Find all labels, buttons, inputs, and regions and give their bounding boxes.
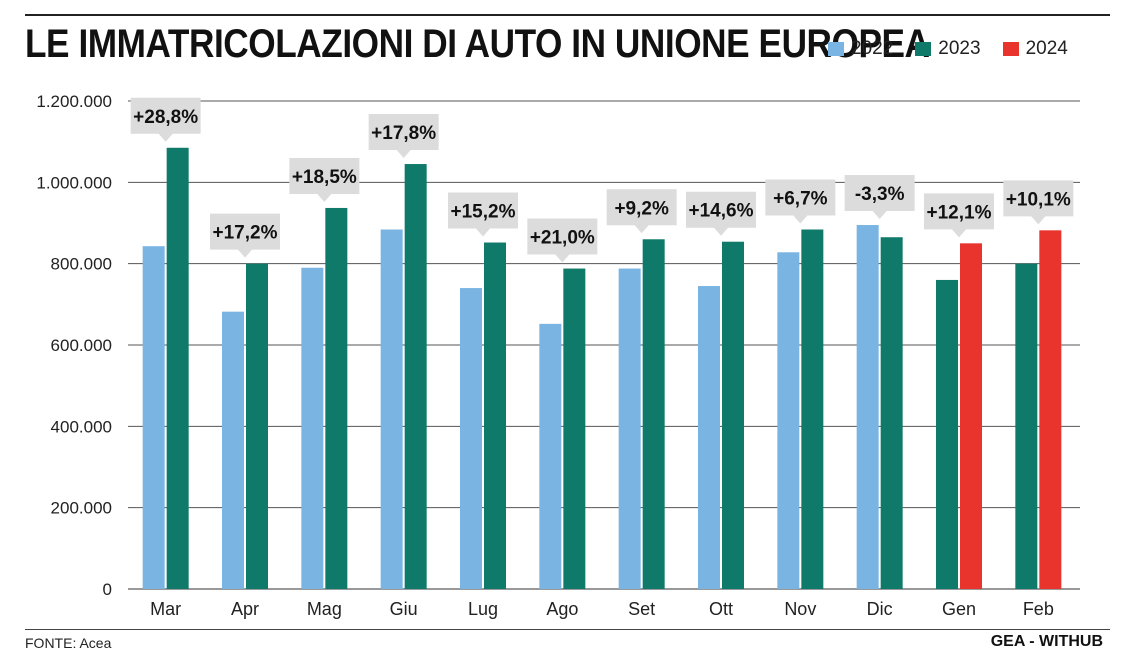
x-tick-label: Feb	[1023, 599, 1054, 619]
annotation-label: -3,3%	[855, 184, 905, 205]
annotation-callout	[368, 114, 439, 159]
bar	[246, 263, 268, 589]
y-tick-label: 200.000	[51, 499, 112, 518]
bar	[166, 147, 189, 589]
x-tick-label: Dic	[867, 599, 893, 619]
annotation-label: +6,7%	[773, 189, 828, 210]
bar	[380, 229, 403, 590]
annotation-label: +14,6%	[689, 201, 754, 222]
annotation-callout	[289, 157, 360, 202]
annotation-label: +17,8%	[371, 123, 436, 144]
annotation-label: +9,2%	[614, 198, 669, 219]
annotation-callout	[844, 175, 915, 220]
x-tick-label: Gen	[942, 599, 976, 619]
x-tick-label: Lug	[468, 599, 498, 619]
y-tick-label: 600.000	[51, 336, 112, 355]
annotation-callout	[448, 192, 518, 237]
annotation-label: +18,5%	[292, 167, 357, 188]
legend-label-2022: 2022	[851, 38, 894, 59]
y-tick-label: 1.000.000	[36, 173, 112, 192]
y-tick-label: 800.000	[51, 255, 112, 274]
x-tick-label: Nov	[784, 599, 816, 619]
bar	[698, 286, 720, 589]
x-tick-label: Set	[628, 599, 655, 619]
annotation-callout	[924, 193, 994, 238]
bar	[722, 241, 744, 589]
annotation-label: +12,1%	[927, 202, 992, 223]
bar	[856, 225, 879, 590]
bar	[301, 267, 324, 589]
bar	[142, 246, 165, 589]
legend-item-2022: 2022	[828, 38, 893, 60]
annotation-callout	[606, 189, 677, 234]
bar	[404, 164, 427, 590]
annotation-label: +28,8%	[133, 107, 198, 128]
annotation-label: +17,2%	[213, 223, 278, 244]
x-tick-label: Mar	[150, 599, 181, 619]
legend-label-2024: 2024	[1025, 38, 1068, 59]
top-rule	[25, 14, 1110, 16]
bar	[880, 237, 903, 589]
x-tick-label: Mag	[307, 599, 342, 619]
annotation-callout	[527, 218, 598, 263]
x-tick-label: Ott	[709, 599, 733, 619]
x-tick-label: Ago	[546, 599, 578, 619]
annotation-label: +21,0%	[530, 228, 595, 249]
bar	[484, 242, 506, 589]
legend-swatch-2023	[915, 42, 932, 56]
legend-label-2023: 2023	[938, 38, 981, 59]
y-tick-label: 400.000	[51, 417, 112, 436]
bar	[325, 207, 348, 589]
legend-item-2024: 2024	[1002, 38, 1068, 60]
annotation-label: +15,2%	[451, 202, 516, 223]
y-tick-label: 1.200.000	[36, 92, 112, 111]
legend-swatch-2022	[828, 42, 844, 56]
legend: 2022 2023 2024	[828, 38, 1068, 60]
x-tick-label: Apr	[231, 599, 259, 619]
bar	[539, 323, 562, 589]
annotation-callout	[210, 213, 280, 258]
bar	[801, 229, 824, 590]
bar	[563, 268, 586, 589]
bar	[642, 239, 665, 589]
source-note: FONTE: Acea	[25, 635, 112, 651]
bottom-rule	[25, 629, 1110, 630]
legend-item-2023: 2023	[915, 38, 981, 60]
annotation-callout	[765, 179, 836, 224]
credit-label: GEA - WITHUB	[990, 633, 1103, 650]
chart-title: LE IMMATRICOLAZIONI DI AUTO IN UNIONE EU…	[25, 22, 930, 66]
bar	[960, 243, 982, 590]
bar	[1015, 263, 1038, 589]
annotation-callout	[1003, 180, 1074, 225]
annotation-callout	[130, 97, 201, 142]
bar	[460, 288, 482, 589]
x-tick-label: Giu	[390, 599, 418, 619]
legend-swatch-2024	[1002, 42, 1019, 56]
annotation-label: +10,1%	[1006, 189, 1071, 210]
bar	[1039, 230, 1062, 589]
annotation-callout	[686, 191, 756, 236]
bar	[777, 252, 800, 589]
bar	[618, 268, 641, 589]
bar	[222, 311, 244, 589]
y-tick-label: 0	[103, 580, 112, 599]
bar	[936, 279, 958, 589]
